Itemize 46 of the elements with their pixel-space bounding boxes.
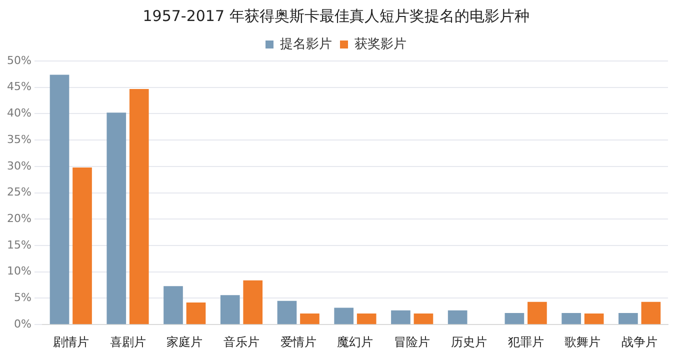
x-tick-label: 歌舞片: [564, 334, 601, 349]
bar: [584, 314, 604, 324]
x-tick-label: 冒险片: [394, 334, 430, 349]
bar: [641, 302, 661, 324]
y-tick-label: 30%: [6, 159, 32, 172]
bar: [106, 112, 126, 324]
x-tick-label: 历史片: [450, 334, 487, 349]
bar: [618, 313, 638, 324]
chart-title: 1957-2017 年获得奥斯卡最佳真人短片奖提名的电影片种: [142, 6, 530, 25]
y-tick-label: 40%: [6, 106, 32, 120]
bar: [243, 280, 263, 324]
x-tick-label: 犯罪片: [508, 334, 544, 349]
bar: [72, 167, 92, 324]
y-tick-label: 45%: [6, 80, 32, 94]
bar: [391, 310, 410, 324]
y-tick-label: 15%: [6, 238, 32, 252]
bar: [164, 286, 183, 324]
bar: [504, 313, 524, 324]
x-tick-label: 剧情片: [52, 334, 89, 349]
x-tick-label: 爱情片: [280, 334, 316, 349]
y-tick-label: 35%: [6, 132, 32, 146]
x-tick-label: 家庭片: [166, 334, 203, 349]
bar: [277, 300, 297, 324]
bar: [356, 314, 376, 324]
bar: [220, 295, 240, 324]
bar: [448, 310, 468, 324]
y-tick-label: 50%: [6, 54, 32, 67]
bar: [334, 308, 354, 324]
x-tick-label: 音乐片: [223, 334, 260, 349]
x-tick-label: 魔幻片: [337, 334, 374, 349]
y-tick-label: 20%: [6, 212, 32, 226]
legend-label: 提名影片: [280, 36, 332, 52]
bar: [414, 314, 434, 324]
y-tick-label: 25%: [6, 186, 32, 199]
bar: [186, 302, 206, 324]
x-tick-label: 喜剧片: [110, 334, 146, 349]
bar: [528, 302, 547, 324]
bar: [50, 74, 70, 324]
x-tick-label: 战争片: [622, 334, 658, 349]
bar: [300, 314, 320, 324]
y-tick-label: 5%: [14, 291, 32, 304]
bar: [562, 313, 581, 324]
y-tick-label: 10%: [6, 264, 32, 278]
y-tick-label: 0%: [14, 317, 32, 330]
legend-label: 获奖影片: [354, 36, 406, 52]
bar: [129, 88, 149, 324]
